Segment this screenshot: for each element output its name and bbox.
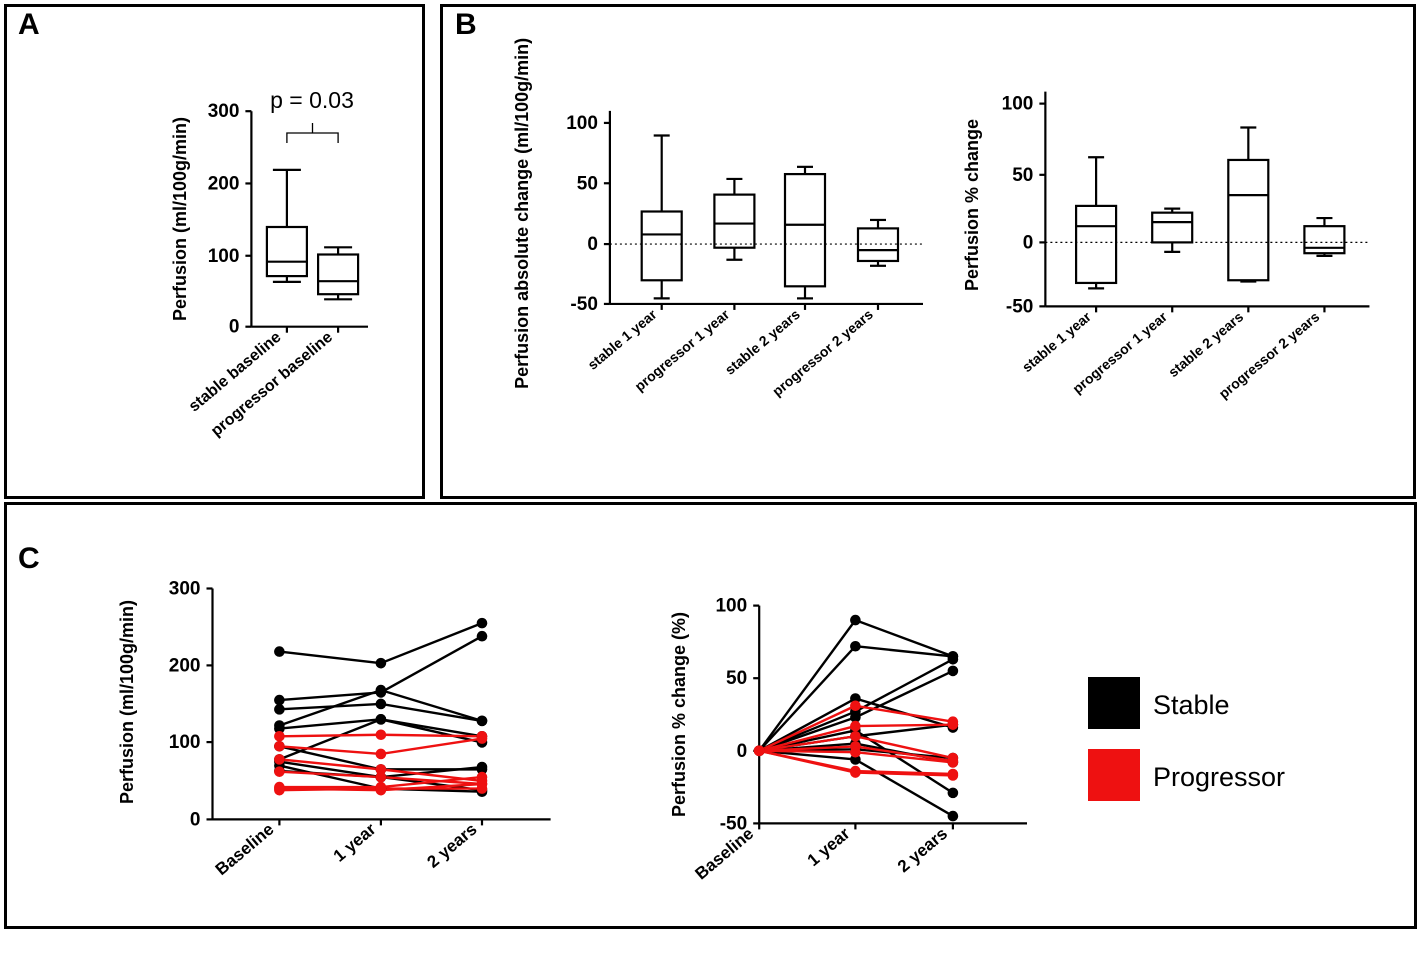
- svg-text:stable 1 year: stable 1 year: [1019, 308, 1095, 375]
- svg-text:100: 100: [1002, 94, 1034, 115]
- svg-text:stable baseline: stable baseline: [186, 329, 285, 416]
- svg-text:50: 50: [1012, 165, 1033, 186]
- svg-text:-50: -50: [570, 294, 597, 315]
- svg-text:100: 100: [169, 732, 201, 753]
- svg-text:Perfusion % change: Perfusion % change: [962, 119, 982, 291]
- svg-text:Progressor: Progressor: [1153, 762, 1285, 792]
- svg-text:stable 2 years: stable 2 years: [1165, 308, 1246, 380]
- svg-text:200: 200: [169, 655, 201, 676]
- svg-text:50: 50: [577, 173, 598, 194]
- svg-text:100: 100: [715, 596, 747, 617]
- svg-text:300: 300: [169, 579, 201, 600]
- svg-text:Perfusion (ml/100g/min): Perfusion (ml/100g/min): [117, 600, 137, 804]
- svg-text:Stable: Stable: [1153, 690, 1230, 720]
- svg-text:stable 1 year: stable 1 year: [584, 306, 660, 373]
- svg-text:100: 100: [208, 246, 240, 267]
- svg-text:stable 2 years: stable 2 years: [722, 306, 803, 378]
- svg-text:2 years: 2 years: [894, 824, 951, 876]
- svg-text:-50: -50: [1006, 296, 1033, 317]
- svg-text:300: 300: [208, 101, 240, 122]
- svg-text:2 years: 2 years: [423, 820, 480, 872]
- svg-text:Perfusion % change (%): Perfusion % change (%): [669, 612, 689, 817]
- svg-text:1 year: 1 year: [804, 824, 854, 870]
- svg-text:200: 200: [208, 173, 240, 194]
- svg-text:0: 0: [737, 741, 748, 762]
- svg-text:0: 0: [1023, 232, 1034, 253]
- svg-text:0: 0: [229, 317, 240, 338]
- svg-text:p = 0.03: p = 0.03: [270, 87, 354, 113]
- svg-text:1 year: 1 year: [330, 819, 380, 865]
- svg-text:0: 0: [190, 809, 201, 830]
- svg-text:50: 50: [726, 668, 747, 689]
- svg-text:Baseline: Baseline: [212, 820, 278, 880]
- svg-text:100: 100: [566, 113, 598, 134]
- svg-text:Perfusion (ml/100g/min): Perfusion (ml/100g/min): [170, 117, 190, 321]
- svg-text:0: 0: [587, 234, 598, 255]
- svg-text:Perfusion absolute change (ml/: Perfusion absolute change (ml/100g/min): [512, 38, 532, 389]
